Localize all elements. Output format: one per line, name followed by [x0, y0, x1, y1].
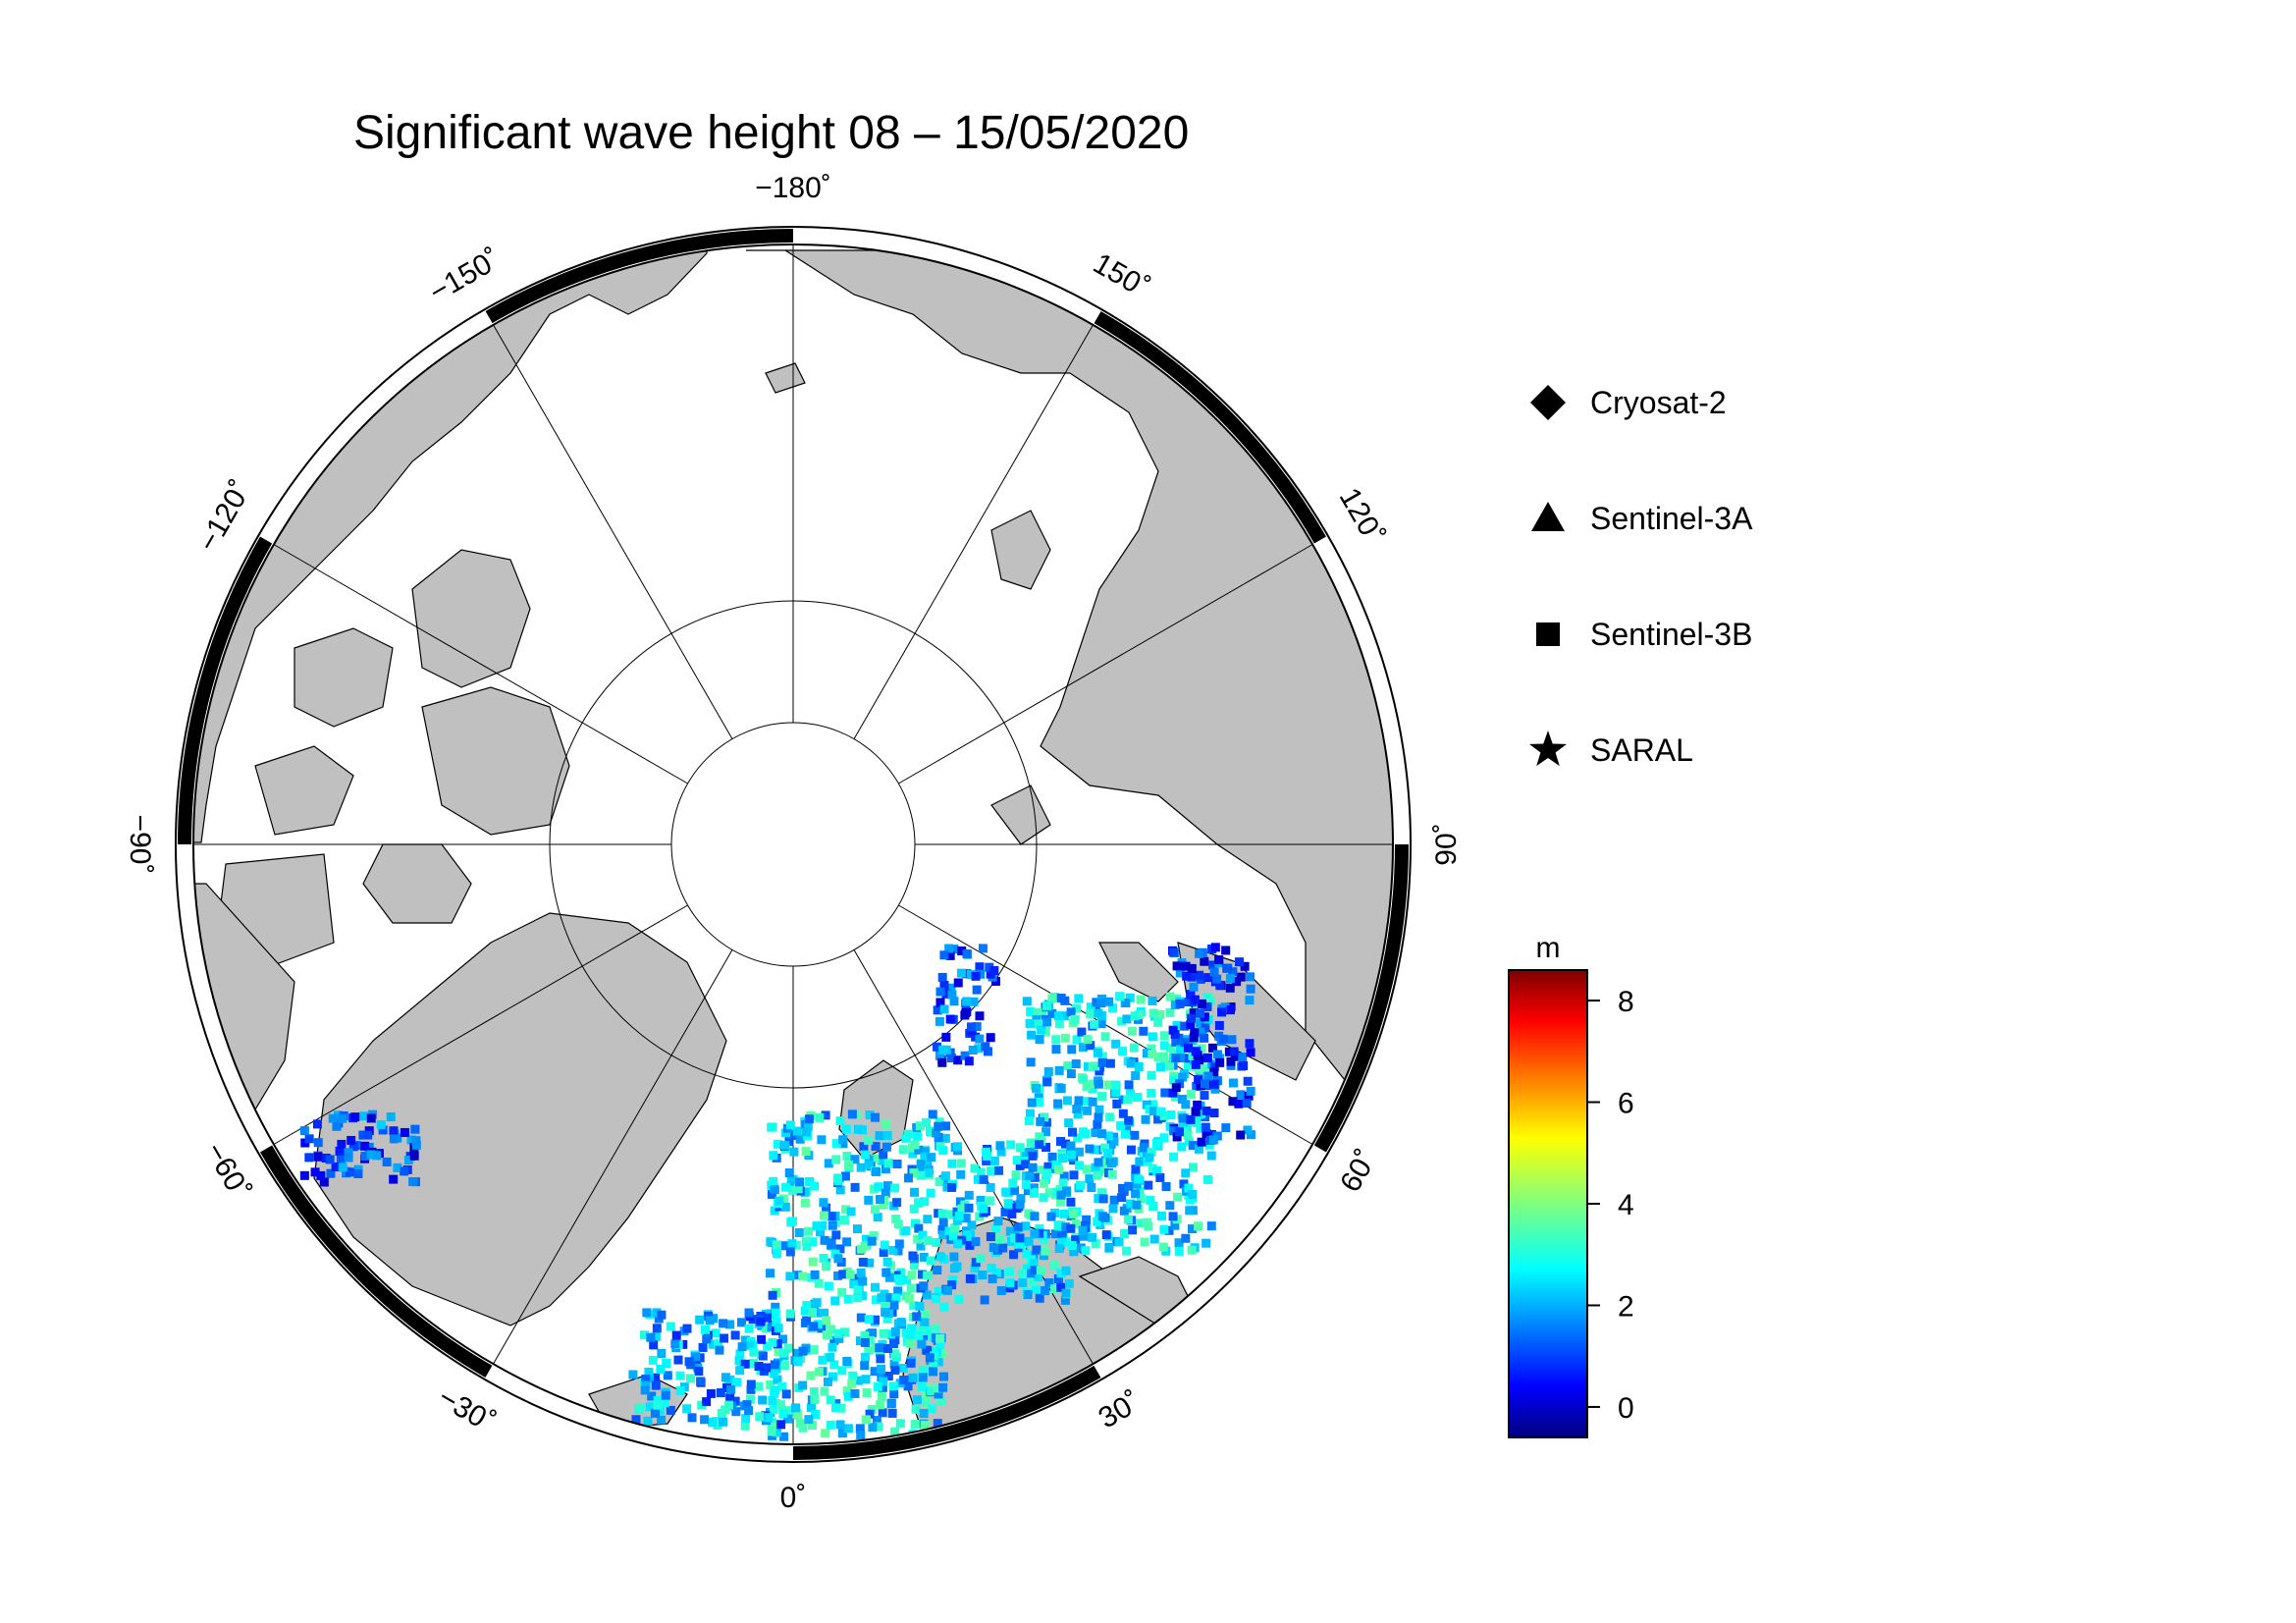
longitude-label: 0˚: [780, 1482, 807, 1514]
map-border: [192, 243, 1394, 1445]
frame-segment: [1094, 1145, 1327, 1379]
colorbar: m 0 2 4 6 8: [1508, 932, 1634, 1438]
meridian-line: [898, 544, 1313, 784]
longitude-label: 90˚: [1430, 823, 1463, 865]
legend-label: SARAL: [1590, 732, 1693, 768]
legend-item: Cryosat-2: [1530, 385, 1727, 420]
meridian-line: [273, 904, 688, 1145]
star-icon: [1528, 730, 1568, 767]
frame-segment: [260, 311, 493, 544]
longitude-label: −90˚: [124, 815, 156, 875]
square-icon: [1536, 622, 1560, 646]
graticule: [193, 244, 1393, 1444]
legend-label: Cryosat-2: [1590, 385, 1727, 420]
frame-segment: [792, 1365, 1101, 1460]
frame-segment: [485, 229, 794, 324]
land-wrangel: [765, 362, 806, 394]
frame-segment: [178, 843, 273, 1153]
land-archipelago-1: [411, 549, 531, 688]
legend-label: Sentinel-3B: [1590, 617, 1752, 652]
longitude-label: −150˚: [424, 243, 507, 308]
colorbar-tick-label: 8: [1618, 986, 1634, 1018]
meridian-line: [493, 949, 733, 1365]
frame-segment: [792, 229, 1101, 324]
land-new-siberian: [990, 784, 1051, 845]
colorbar-tick-label: 2: [1618, 1290, 1634, 1323]
longitude-label: −180˚: [755, 172, 831, 204]
diamond-icon: [1530, 385, 1566, 420]
triangle-icon: [1531, 502, 1565, 531]
colorbar-tick-label: 6: [1618, 1088, 1634, 1120]
satellite-legend: Cryosat-2 Sentinel-3A Sentinel-3B SARAL: [1528, 385, 1753, 768]
frame-segment: [1313, 536, 1409, 845]
longitude-label: 30˚: [1094, 1385, 1147, 1434]
graticule-meridians: [193, 244, 1393, 1444]
longitude-label: −120˚: [191, 475, 257, 558]
longitude-label: 150˚: [1088, 247, 1155, 305]
colorbar-gradient: [1508, 969, 1588, 1438]
frame-segment: [1094, 311, 1327, 544]
legend-item: Sentinel-3B: [1536, 617, 1752, 652]
land-severnaya: [990, 510, 1051, 590]
colorbar-tick-label: 4: [1618, 1189, 1634, 1221]
land-novaya-zemlya: [1098, 942, 1179, 1002]
land-archipelago-4: [254, 745, 354, 836]
frame-segment: [485, 1365, 794, 1460]
frame-segment: [178, 536, 273, 845]
land-archipelago-3: [421, 686, 570, 836]
frame-segment: [260, 1145, 493, 1379]
meridian-line: [273, 544, 688, 784]
longitude-label: 120˚: [1333, 482, 1391, 550]
map-disk: [193, 244, 1393, 1444]
longitude-label: 60˚: [1334, 1145, 1383, 1198]
land-greenland: [313, 912, 727, 1326]
meridian-line: [853, 949, 1094, 1365]
land-archipelago-2: [294, 627, 394, 728]
meridian-line: [493, 324, 733, 739]
meridian-line: [853, 324, 1094, 739]
colorbar-tick-label: 0: [1618, 1392, 1634, 1425]
legend-item: SARAL: [1528, 730, 1693, 768]
map-title: Significant wave height 08 – 15/05/2020: [353, 107, 1190, 159]
frame-segment: [1313, 843, 1409, 1153]
legend-item: Sentinel-3A: [1531, 501, 1753, 536]
legend-label: Sentinel-3A: [1590, 501, 1753, 536]
observations: [299, 943, 1255, 1441]
colorbar-unit: m: [1536, 932, 1561, 964]
longitude-label: −60˚: [198, 1137, 256, 1205]
longitude-label: −30˚: [433, 1381, 501, 1439]
